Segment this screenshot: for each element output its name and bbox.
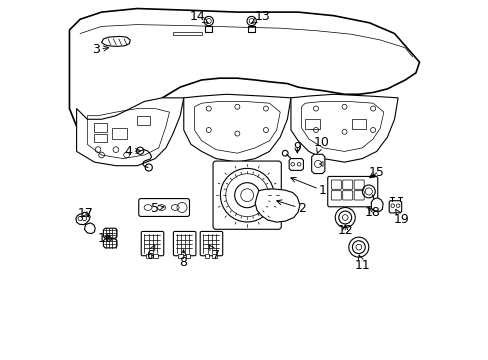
Bar xyxy=(212,254,216,258)
Bar xyxy=(178,254,183,258)
Text: 15: 15 xyxy=(368,166,384,179)
Polygon shape xyxy=(388,201,401,213)
Polygon shape xyxy=(311,154,324,174)
FancyBboxPatch shape xyxy=(327,176,377,207)
Text: 7: 7 xyxy=(209,245,220,261)
FancyBboxPatch shape xyxy=(139,199,189,216)
FancyBboxPatch shape xyxy=(173,231,196,256)
Polygon shape xyxy=(255,189,299,222)
Polygon shape xyxy=(370,198,382,211)
Polygon shape xyxy=(183,94,290,162)
FancyBboxPatch shape xyxy=(213,161,281,229)
Text: 6: 6 xyxy=(145,245,154,261)
Polygon shape xyxy=(102,36,130,46)
Text: 13: 13 xyxy=(251,10,270,23)
Circle shape xyxy=(240,189,253,202)
Bar xyxy=(137,116,149,125)
Text: 4: 4 xyxy=(124,145,141,158)
Text: 17: 17 xyxy=(78,207,93,220)
Bar xyxy=(205,26,212,32)
Polygon shape xyxy=(103,228,117,238)
Bar xyxy=(185,254,189,258)
Text: 14: 14 xyxy=(189,10,208,23)
Bar xyxy=(146,254,150,258)
Bar xyxy=(94,123,107,132)
Text: 11: 11 xyxy=(354,255,369,272)
Polygon shape xyxy=(84,223,95,234)
Text: 18: 18 xyxy=(364,206,380,219)
Bar xyxy=(305,119,319,129)
Bar xyxy=(247,26,255,32)
Text: 19: 19 xyxy=(393,210,409,226)
Text: 3: 3 xyxy=(92,43,108,56)
Text: 1: 1 xyxy=(290,177,326,197)
Text: 12: 12 xyxy=(337,224,352,237)
Bar xyxy=(112,128,126,139)
Text: 10: 10 xyxy=(313,136,328,153)
Text: 2: 2 xyxy=(276,200,305,215)
Text: 16: 16 xyxy=(98,233,114,246)
Polygon shape xyxy=(76,212,90,225)
Bar xyxy=(153,254,157,258)
Polygon shape xyxy=(69,9,419,148)
Polygon shape xyxy=(290,94,397,162)
Bar xyxy=(205,254,209,258)
Bar xyxy=(351,119,365,129)
FancyBboxPatch shape xyxy=(200,231,222,256)
Text: 8: 8 xyxy=(179,250,187,269)
Polygon shape xyxy=(103,239,117,248)
Polygon shape xyxy=(288,158,303,170)
Text: 9: 9 xyxy=(293,141,301,154)
Text: 5: 5 xyxy=(151,202,163,215)
FancyBboxPatch shape xyxy=(141,231,163,256)
Polygon shape xyxy=(77,98,183,166)
Bar xyxy=(94,134,107,143)
